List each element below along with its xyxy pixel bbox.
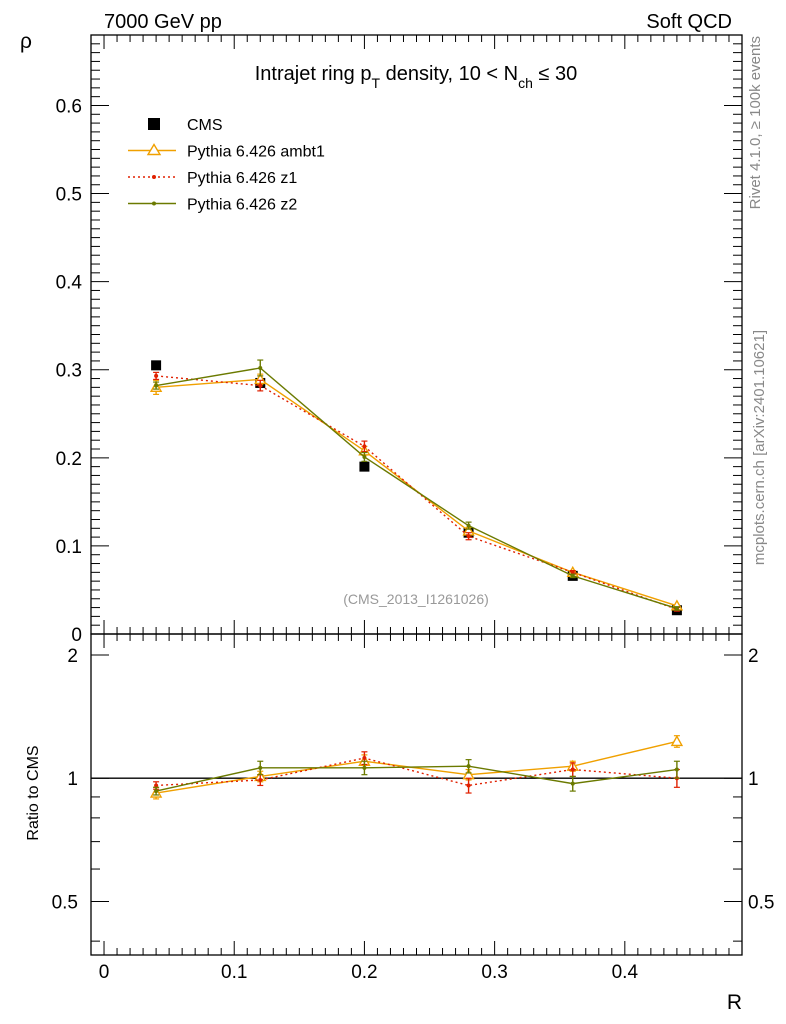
- legend-marker-cms: [148, 118, 160, 130]
- ratio-tick-label-left: 1: [67, 769, 78, 790]
- data-point-z2: [466, 523, 471, 528]
- ratio-point-z1: [570, 767, 575, 772]
- data-point-z2: [362, 454, 367, 459]
- ratio-axis-label: Ratio to CMS: [25, 745, 42, 840]
- ratio-point-ambt1: [670, 734, 684, 747]
- series-line-z1: [156, 375, 678, 610]
- legend-marker-z2: [152, 201, 156, 206]
- x-axis-label: R: [727, 991, 742, 1014]
- data-point-z1: [570, 570, 575, 575]
- y-tick-label: 0.3: [56, 361, 82, 382]
- legend-marker-z1: [152, 175, 156, 179]
- x-tick-label: 0: [99, 962, 110, 983]
- y-tick-label: 0.5: [56, 185, 82, 206]
- legend-label-z1: Pythia 6.426 z1: [187, 170, 297, 187]
- ratio-tick-label-right: 1: [748, 769, 759, 790]
- data-point-z1: [258, 383, 263, 388]
- ratio-plot-frame: [90, 633, 743, 956]
- ratio-tick-label-left: 2: [67, 646, 78, 667]
- ratio-tick-label-right: 2: [748, 646, 759, 667]
- y-tick-label: 0.6: [56, 96, 82, 117]
- legend-label-cms: CMS: [187, 117, 223, 134]
- ratio-line-z2: [155, 765, 677, 792]
- ratio-point-z1: [466, 783, 471, 788]
- legend-label-ambt1: Pythia 6.426 ambt1: [187, 144, 325, 161]
- ratio-point-z2: [362, 765, 367, 770]
- y-axis-label: ρ: [20, 30, 32, 53]
- header-right: Soft QCD: [646, 11, 732, 33]
- x-tick-label: 0.3: [481, 962, 507, 983]
- y-tick-label: 0.4: [56, 273, 83, 294]
- ratio-line-z1: [156, 757, 677, 787]
- legend-label-z2: Pythia 6.426 z2: [187, 197, 297, 214]
- ratio-point-z1: [154, 783, 159, 788]
- y-tick-label: 0.2: [56, 449, 82, 470]
- data-point-z2: [674, 606, 679, 611]
- side-rivet-label: Rivet 4.1.0, ≥ 100k events: [747, 36, 764, 209]
- chart-title: Intrajet ring pT density, 10 < Nch ≤ 30: [255, 63, 577, 91]
- ratio-tick-label-right: 0.5: [748, 892, 774, 913]
- ratio-line-ambt1: [155, 740, 678, 794]
- series-line-z2: [155, 367, 678, 610]
- ratio-point-z2: [466, 764, 471, 769]
- data-point-z2: [258, 365, 263, 370]
- x-tick-label: 0.4: [612, 962, 639, 983]
- ratio-point-z1: [362, 756, 367, 761]
- y-tick-label: 0.1: [56, 537, 82, 558]
- ratio-point-z2: [154, 789, 159, 794]
- data-point-z1: [466, 534, 471, 539]
- series-line-ambt1: [156, 378, 678, 607]
- x-tick-label: 0.2: [351, 962, 377, 983]
- data-point-z2: [570, 573, 575, 578]
- data-point-z2: [154, 383, 159, 388]
- header-left: 7000 GeV pp: [104, 11, 222, 33]
- ratio-tick-label-left: 0.5: [52, 892, 78, 913]
- ratio-point-z2: [258, 765, 263, 770]
- data-point-cms: [151, 360, 162, 371]
- ratio-point-z1: [258, 777, 263, 782]
- ratio-point-z2: [674, 767, 679, 772]
- ratio-point-z2: [570, 781, 575, 786]
- watermark: (CMS_2013_I1261026): [343, 591, 489, 607]
- data-point-z1: [362, 444, 367, 449]
- side-mcplots-label: mcplots.cern.ch [arXiv:2401.10621]: [751, 330, 768, 565]
- data-point-cms: [359, 461, 370, 472]
- legend-marker-ambt1: [146, 143, 162, 156]
- x-tick-label: 0.1: [221, 962, 247, 983]
- y-tick-label-zero: 0: [71, 625, 82, 646]
- data-point-z1: [154, 373, 159, 378]
